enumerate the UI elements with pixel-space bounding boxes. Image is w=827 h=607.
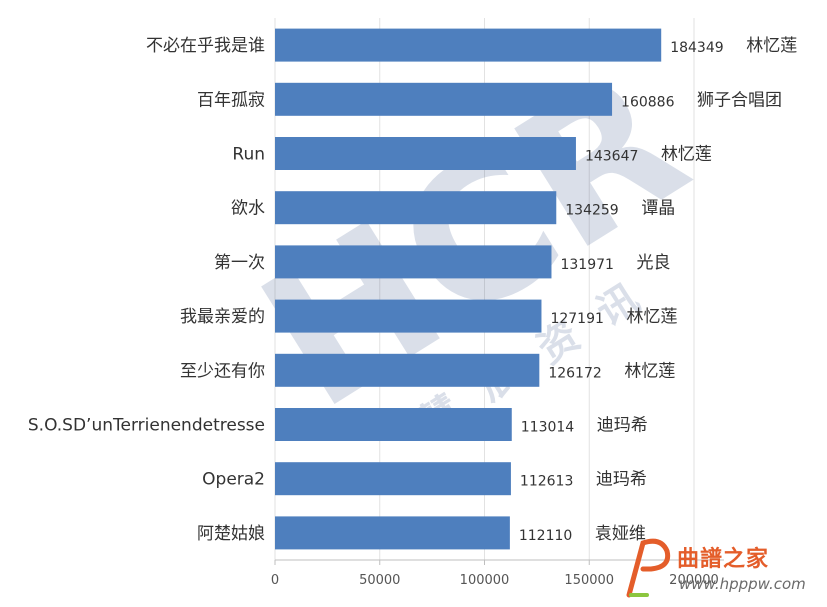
value-label: 131971	[560, 257, 613, 273]
artist-label: 光良	[636, 253, 670, 273]
category-label: 欲水	[231, 199, 265, 219]
value-label: 112110	[519, 528, 572, 544]
bar	[275, 408, 512, 441]
bar	[275, 299, 542, 333]
category-label: Opera2	[202, 470, 265, 490]
bar	[275, 82, 613, 116]
artist-label: 林忆莲	[661, 145, 712, 165]
x-tick-label: 0	[271, 573, 279, 588]
artist-label: 袁娅维	[595, 524, 646, 544]
bar	[275, 353, 540, 387]
category-label: 不必在乎我是谁	[146, 36, 265, 56]
x-tick-label: 200000	[669, 573, 719, 588]
logo-url: www.hpppw.com	[679, 575, 806, 593]
value-label: 184349	[670, 40, 723, 56]
bar	[275, 245, 552, 279]
x-tick-label: 100000	[460, 573, 510, 588]
category-label: 第一次	[214, 253, 265, 273]
category-label: S.O.SD’unTerrienendetresse	[28, 416, 265, 436]
logo-title: 曲譜之家	[677, 546, 770, 572]
value-label: 113014	[521, 420, 575, 436]
category-label: 我最亲爱的	[180, 307, 265, 327]
p-note-logo-icon	[626, 538, 671, 598]
value-label: 143647	[585, 149, 638, 165]
site-logo: 曲譜之家 www.hpppw.com	[621, 533, 821, 603]
bar	[275, 28, 662, 62]
artist-label: 迪玛希	[597, 416, 648, 436]
bar	[275, 191, 557, 225]
artist-label: 林忆莲	[624, 361, 675, 381]
category-label: 百年孤寂	[197, 90, 265, 110]
category-label: 阿楚姑娘	[197, 524, 265, 544]
bar	[275, 137, 576, 170]
artist-label: 谭晶	[641, 199, 675, 219]
value-label: 160886	[621, 94, 675, 110]
artist-label: 林忆莲	[626, 307, 677, 327]
category-label: 至少还有你	[180, 361, 265, 381]
artist-label: 林忆莲	[746, 36, 797, 56]
value-label: 134259	[565, 203, 618, 219]
bar	[275, 462, 511, 496]
value-label: 127191	[550, 311, 603, 327]
value-label: 112613	[520, 474, 573, 490]
bar	[275, 516, 510, 550]
value-label: 126172	[548, 365, 601, 381]
x-tick-label: 150000	[564, 573, 614, 588]
category-label: Run	[232, 145, 265, 165]
x-tick-label: 50000	[359, 573, 400, 588]
artist-label: 狮子合唱团	[697, 90, 782, 110]
artist-label: 迪玛希	[596, 470, 647, 490]
